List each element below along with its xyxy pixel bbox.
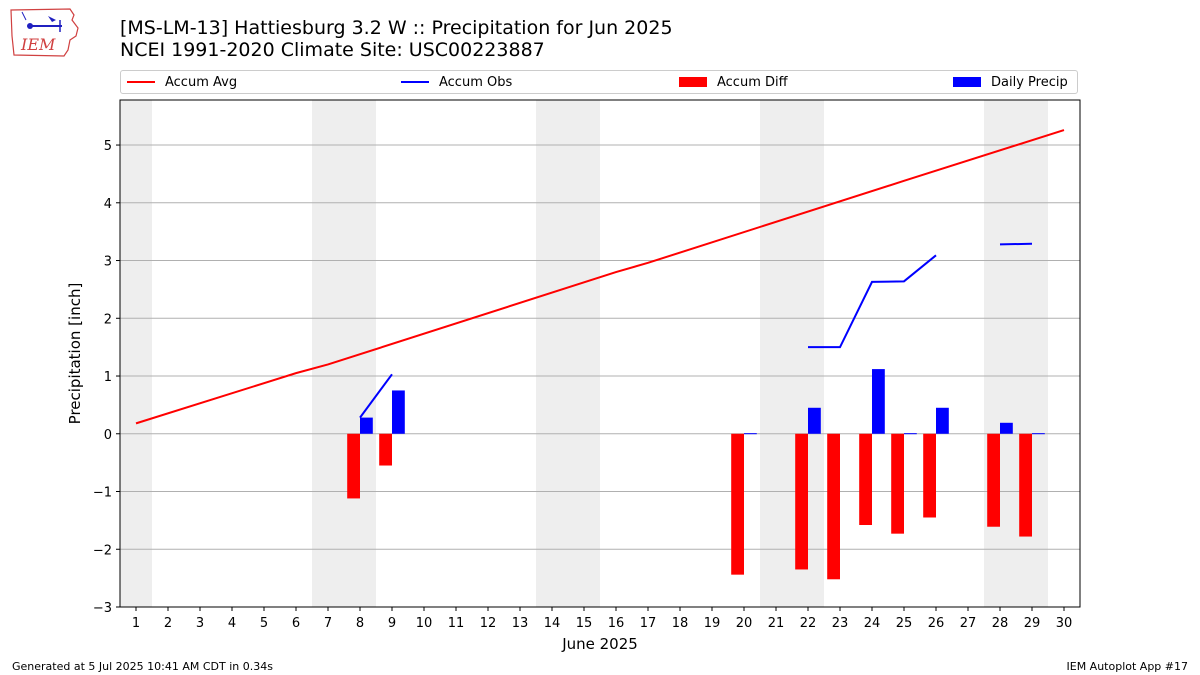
daily-precip-bar xyxy=(936,407,949,434)
legend-label-accum-diff: Accum Diff xyxy=(717,74,788,90)
daily-precip-bar xyxy=(360,417,373,434)
iem-logo: IEM xyxy=(10,8,79,57)
accum-diff-bar xyxy=(731,433,744,575)
y-tick-label: 0 xyxy=(104,428,112,443)
y-tick-label: −1 xyxy=(93,486,112,501)
y-tick-label: 5 xyxy=(104,139,112,154)
daily-precip-bar xyxy=(904,433,917,435)
legend-accum-obs: Accum Obs xyxy=(401,74,512,90)
y-tick-label: 2 xyxy=(104,312,112,327)
y-tick-label: −3 xyxy=(93,601,112,616)
chart-title: [MS-LM-13] Hattiesburg 3.2 W :: Precipit… xyxy=(120,17,673,61)
x-tick-label: 30 xyxy=(1056,616,1073,631)
lines xyxy=(135,129,1065,425)
weekend-band-2 xyxy=(536,100,600,607)
x-tick-label: 2 xyxy=(164,616,172,631)
chart-legend: Accum Avg Accum Obs Accum Diff Daily Pre… xyxy=(120,70,1078,94)
x-tick-label: 18 xyxy=(672,616,689,631)
daily-precip-bar xyxy=(744,433,757,435)
x-tick-label: 13 xyxy=(512,616,529,631)
daily-precip-bar xyxy=(1032,433,1045,435)
x-tick-label: 10 xyxy=(416,616,433,631)
x-axis-ticks: 1 2 3 4 5 6 7 8 9 10 11 12 13 14 15 16 17 18 19 20 21 22 23 24 2… xyxy=(132,607,1072,631)
accum-avg-line xyxy=(135,129,1065,425)
weekend-band-1 xyxy=(312,100,376,607)
accum-obs-line-1 xyxy=(808,254,937,349)
accum-diff-bar xyxy=(891,433,904,534)
legend-daily-precip: Daily Precip xyxy=(953,74,1068,90)
legend-swatch-daily-precip xyxy=(953,77,981,87)
x-tick-label: 20 xyxy=(736,616,753,631)
x-tick-label: 28 xyxy=(992,616,1009,631)
weekend-band-4 xyxy=(984,100,1048,607)
x-tick-label: 6 xyxy=(292,616,300,631)
x-tick-label: 11 xyxy=(448,616,465,631)
x-axis-label: June 2025 xyxy=(561,635,638,653)
accum-diff-bar xyxy=(347,433,360,499)
accum-diff-bar xyxy=(987,433,1000,527)
x-tick-label: 4 xyxy=(228,616,236,631)
x-tick-label: 14 xyxy=(544,616,561,631)
accum-diff-bar xyxy=(923,433,936,518)
bars xyxy=(347,369,1045,580)
legend-label-accum-obs: Accum Obs xyxy=(439,74,513,90)
x-tick-label: 7 xyxy=(324,616,332,631)
y-tick-label: −2 xyxy=(93,543,112,558)
x-tick-label: 17 xyxy=(640,616,657,631)
svg-text:IEM: IEM xyxy=(20,35,56,54)
x-tick-label: 9 xyxy=(388,616,396,631)
accum-obs-line-0 xyxy=(359,373,393,419)
footer-app: IEM Autoplot App #17 xyxy=(1066,660,1189,673)
iowa-outline-icon xyxy=(10,8,79,57)
accum-diff-bar xyxy=(795,433,808,570)
legend-label-daily-precip: Daily Precip xyxy=(991,74,1068,90)
daily-precip-bar xyxy=(392,390,405,434)
accum-obs-line-2 xyxy=(999,242,1033,246)
legend-label-accum-avg: Accum Avg xyxy=(165,74,238,90)
x-tick-label: 12 xyxy=(480,616,497,631)
accum-diff-bar xyxy=(827,433,840,580)
weekend-band-0 xyxy=(120,100,152,607)
y-tick-label: 3 xyxy=(104,255,112,270)
daily-precip-bar xyxy=(872,369,885,434)
x-tick-label: 22 xyxy=(800,616,817,631)
x-tick-label: 24 xyxy=(864,616,881,631)
accum-diff-bar xyxy=(379,433,392,466)
daily-precip-bar xyxy=(808,407,821,434)
y-axis-label: Precipitation [inch] xyxy=(66,283,84,425)
weekend-bands xyxy=(120,100,1048,607)
y-tick-label: 4 xyxy=(104,197,112,212)
legend-swatch-accum-obs xyxy=(401,81,429,83)
title-line-2: NCEI 1991-2020 Climate Site: USC00223887 xyxy=(120,39,545,61)
x-tick-label: 1 xyxy=(132,616,140,631)
legend-swatch-accum-avg xyxy=(127,81,155,83)
x-tick-label: 25 xyxy=(896,616,913,631)
x-tick-label: 16 xyxy=(608,616,625,631)
x-tick-label: 29 xyxy=(1024,616,1041,631)
daily-precip-bar xyxy=(1000,422,1013,434)
x-tick-label: 27 xyxy=(960,616,977,631)
plot-frame xyxy=(119,99,1081,608)
legend-accum-avg: Accum Avg xyxy=(127,74,237,90)
x-tick-label: 15 xyxy=(576,616,593,631)
x-tick-label: 8 xyxy=(356,616,364,631)
weekend-band-3 xyxy=(760,100,824,607)
y-axis-ticks: −3 −2 −1 0 1 2 3 4 5 xyxy=(93,139,120,616)
title-line-1: [MS-LM-13] Hattiesburg 3.2 W :: Precipit… xyxy=(120,17,673,39)
legend-accum-diff: Accum Diff xyxy=(679,74,788,90)
footer-generated: Generated at 5 Jul 2025 10:41 AM CDT in … xyxy=(12,660,273,673)
x-tick-label: 23 xyxy=(832,616,849,631)
x-tick-label: 21 xyxy=(768,616,785,631)
x-tick-label: 3 xyxy=(196,616,204,631)
legend-swatch-accum-diff xyxy=(679,77,707,87)
x-tick-label: 19 xyxy=(704,616,721,631)
x-tick-label: 26 xyxy=(928,616,945,631)
x-tick-label: 5 xyxy=(260,616,268,631)
accum-diff-bar xyxy=(859,433,872,526)
accum-diff-bar xyxy=(1019,433,1032,537)
y-tick-label: 1 xyxy=(104,370,112,385)
